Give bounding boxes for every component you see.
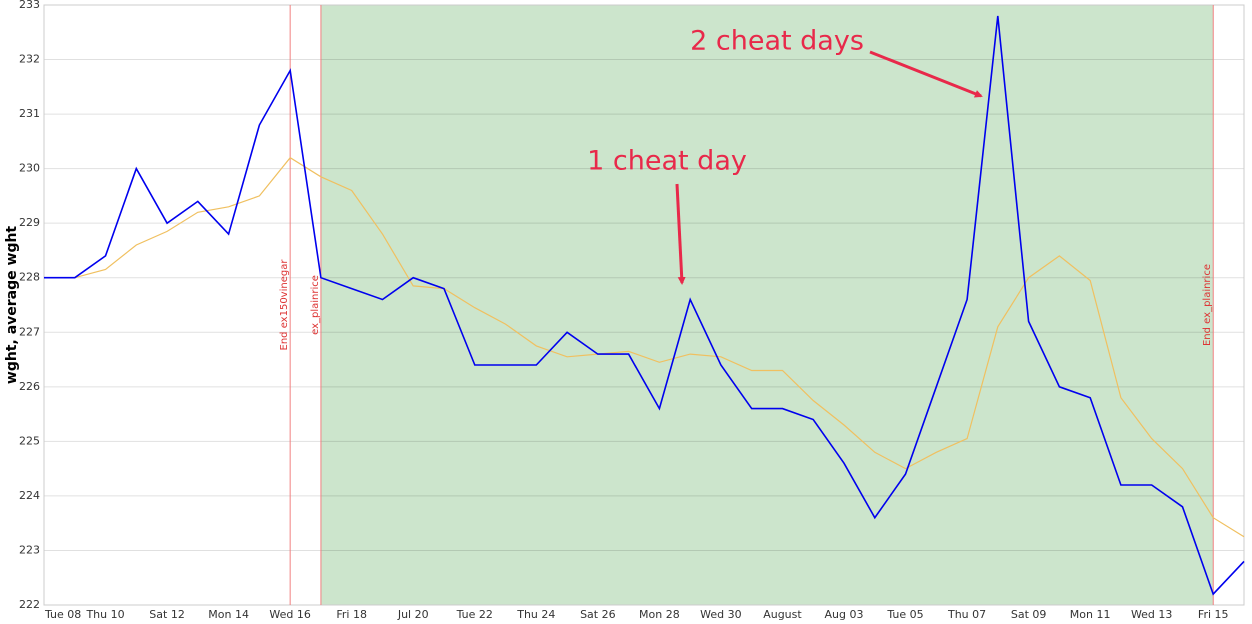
event-label: ex_plainrice <box>310 275 321 335</box>
y-tick-label: 230 <box>19 162 40 175</box>
y-axis-label: wght, average wght <box>4 226 20 385</box>
annotation: 1 cheat day <box>587 146 747 177</box>
y-tick-label: 232 <box>19 53 40 66</box>
series-line <box>44 156 1245 538</box>
shaded-range <box>320 5 1214 605</box>
x-tick-label: Mon 28 <box>639 608 680 621</box>
annotation-arrow <box>869 50 983 98</box>
y-tick-label: 229 <box>19 216 40 229</box>
y-tick-label: 231 <box>19 107 40 120</box>
event-label: End ex150vinegar <box>279 259 290 351</box>
x-tick-label: Mon 14 <box>208 608 249 621</box>
x-tick-label: Wed 13 <box>1131 608 1172 621</box>
series-line <box>44 15 1245 596</box>
y-tick-label: 226 <box>19 380 40 393</box>
event-label: End ex_plainrice <box>1202 264 1213 346</box>
y-tick-label: 227 <box>19 325 40 338</box>
y-tick-label: 228 <box>19 271 40 284</box>
x-tick-label: August <box>763 608 802 621</box>
plot-border <box>43 4 1245 606</box>
x-tick-label: Sat 12 <box>149 608 185 621</box>
x-tick-label: Mon 11 <box>1070 608 1111 621</box>
x-tick-label: Wed 30 <box>700 608 741 621</box>
x-tick-label: Sat 26 <box>580 608 616 621</box>
y-tick-label: 223 <box>19 543 40 556</box>
y-tick-label: 222 <box>19 598 40 611</box>
x-tick-label: Fri 18 <box>336 608 367 621</box>
y-tick-label: 224 <box>19 489 40 502</box>
x-tick-label: Tue 22 <box>456 608 493 621</box>
x-tick-label: Sat 09 <box>1011 608 1047 621</box>
x-tick-label: Wed 16 <box>269 608 310 621</box>
x-tick-label: Tue 08 <box>44 608 81 621</box>
annotation-arrow <box>675 183 686 285</box>
x-tick-label: Thu 24 <box>516 608 555 621</box>
x-tick-label: Fri 15 <box>1198 608 1229 621</box>
x-tick-label: Thu 10 <box>85 608 124 621</box>
y-tick-label: 225 <box>19 434 40 447</box>
x-tick-label: Thu 07 <box>947 608 986 621</box>
y-tick-label: 233 <box>19 0 40 11</box>
x-tick-label: Jul 20 <box>397 608 429 621</box>
x-tick-label: Tue 05 <box>886 608 923 621</box>
annotation: 2 cheat days <box>690 26 864 57</box>
x-tick-label: Aug 03 <box>825 608 864 621</box>
